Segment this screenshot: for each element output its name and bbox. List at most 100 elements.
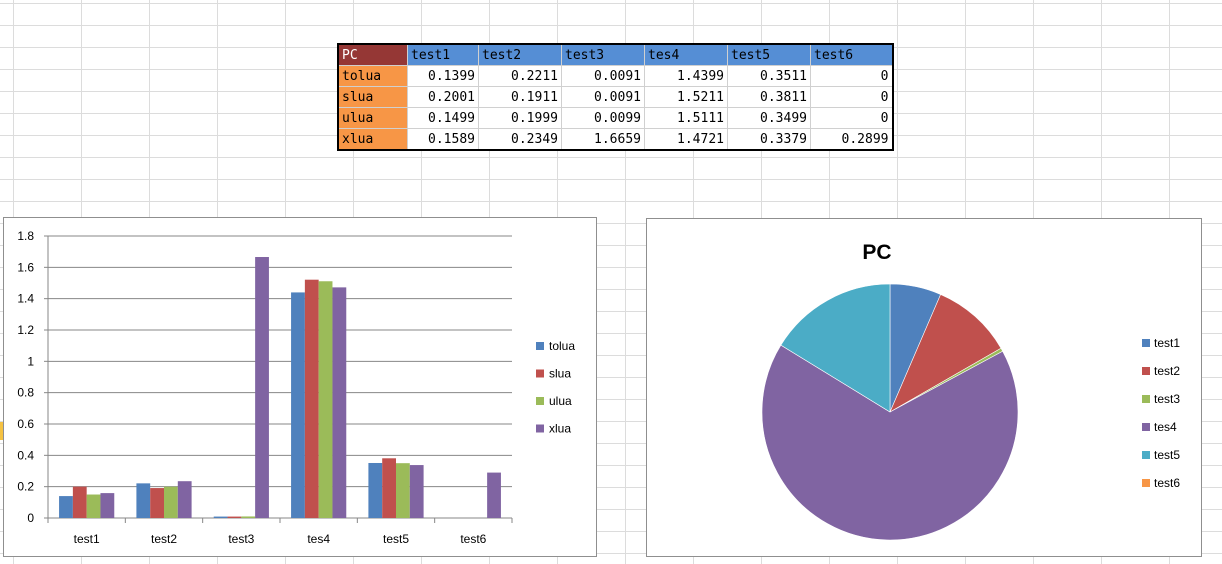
pie-chart-title: PC bbox=[862, 241, 891, 264]
table-header-cell[interactable]: tes4 bbox=[644, 43, 728, 66]
y-tick-label: 1.2 bbox=[17, 323, 34, 337]
x-tick-label: test3 bbox=[228, 532, 254, 546]
data-table: PC test1 test2 test3 tes4 test5 test6 to… bbox=[337, 43, 894, 151]
legend-label-xlua[interactable]: xlua bbox=[549, 422, 571, 436]
table-cell[interactable]: 1.6659 bbox=[561, 128, 645, 151]
bar-tolua-test1[interactable] bbox=[59, 496, 73, 518]
bar-ulua-test2[interactable] bbox=[164, 486, 178, 518]
table-cell[interactable]: 1.4399 bbox=[644, 65, 728, 87]
table-cell[interactable]: 1.5111 bbox=[644, 107, 728, 129]
table-cell[interactable]: 0.1399 bbox=[407, 65, 479, 87]
legend-swatch-xlua bbox=[536, 424, 544, 433]
bar-ulua-tes4[interactable] bbox=[318, 281, 333, 518]
bar-tolua-tes4[interactable] bbox=[291, 292, 305, 518]
table-cell[interactable]: 0.0099 bbox=[561, 107, 645, 129]
y-tick-label: 1.4 bbox=[17, 292, 34, 306]
x-tick-label: test2 bbox=[151, 532, 177, 546]
x-tick-label: test1 bbox=[74, 532, 100, 546]
table-cell[interactable]: 0.3499 bbox=[727, 107, 811, 129]
table-header-cell[interactable]: test5 bbox=[727, 43, 811, 66]
bar-xlua-test1[interactable] bbox=[100, 493, 115, 518]
table-cell[interactable]: 0.1499 bbox=[407, 107, 479, 129]
table-row-header[interactable]: tolua bbox=[337, 65, 408, 87]
bar-slua-test5[interactable] bbox=[382, 458, 396, 518]
pie-legend-swatch-test1 bbox=[1142, 339, 1150, 347]
y-tick-label: 0.8 bbox=[17, 386, 34, 400]
table-cell[interactable]: 0.0091 bbox=[561, 86, 645, 108]
pie-legend-label-tes4[interactable]: tes4 bbox=[1154, 420, 1177, 434]
bar-slua-test3[interactable] bbox=[227, 516, 242, 518]
bar-xlua-test2[interactable] bbox=[177, 481, 192, 518]
legend-label-ulua[interactable]: ulua bbox=[549, 394, 572, 408]
table-cell[interactable]: 0 bbox=[810, 65, 893, 87]
table-cell[interactable]: 0 bbox=[810, 86, 893, 108]
x-tick-label: test5 bbox=[383, 532, 409, 546]
pie-chart[interactable]: PC test1 test2 test3 tes4 test5 test6 bbox=[646, 218, 1202, 557]
table-cell[interactable]: 0.2899 bbox=[810, 128, 893, 151]
table-corner-cell[interactable]: PC bbox=[337, 43, 408, 66]
y-tick-label: 1.8 bbox=[17, 229, 34, 243]
bar-ulua-test1[interactable] bbox=[86, 494, 101, 518]
y-tick-label: 0.6 bbox=[17, 417, 34, 431]
y-tick-label: 0.2 bbox=[17, 480, 34, 494]
bar-tolua-test5[interactable] bbox=[368, 462, 383, 518]
pie-legend-label-test6[interactable]: test6 bbox=[1154, 476, 1180, 490]
bar-xlua-tes4[interactable] bbox=[332, 287, 347, 518]
sheet-marker bbox=[0, 422, 3, 440]
table-cell[interactable]: 1.5211 bbox=[644, 86, 728, 108]
table-cell[interactable]: 0.2211 bbox=[478, 65, 562, 87]
table-header-cell[interactable]: test6 bbox=[810, 43, 893, 66]
bar-slua-test1[interactable] bbox=[72, 486, 87, 518]
bar-slua-test2[interactable] bbox=[150, 488, 164, 518]
table-cell[interactable]: 0.3511 bbox=[727, 65, 811, 87]
table-cell[interactable]: 0.1589 bbox=[407, 128, 479, 151]
table-cell[interactable]: 0 bbox=[810, 107, 893, 129]
table-row-header[interactable]: xlua bbox=[337, 128, 408, 151]
legend-swatch-slua bbox=[536, 369, 544, 378]
y-tick-label: 0 bbox=[27, 511, 34, 525]
bar-chart[interactable]: 0 0.2 0.4 0.6 0.8 1 1.2 1.4 1.6 1.8 test1 test2 test… bbox=[3, 217, 597, 557]
table-cell[interactable]: 0.0091 bbox=[561, 65, 645, 87]
table-cell[interactable]: 1.4721 bbox=[644, 128, 728, 151]
pie-legend-swatch-test3 bbox=[1142, 395, 1150, 403]
table-header-cell[interactable]: test2 bbox=[478, 43, 562, 66]
bar-ulua-test3[interactable] bbox=[241, 516, 256, 518]
pie-chart-canvas: PC test1 test2 test3 tes4 test5 test6 bbox=[761, 241, 1180, 541]
bar-tolua-test2[interactable] bbox=[136, 483, 151, 518]
pie-legend-label-test1[interactable]: test1 bbox=[1154, 336, 1180, 350]
pie-legend-swatch-test6 bbox=[1142, 479, 1150, 487]
table-cell[interactable]: 0.1999 bbox=[478, 107, 562, 129]
legend-label-slua[interactable]: slua bbox=[549, 367, 571, 381]
bar-slua-tes4[interactable] bbox=[304, 279, 319, 518]
table-cell[interactable]: 0.3379 bbox=[727, 128, 811, 151]
table-row: ulua 0.1499 0.1999 0.0099 1.5111 0.3499 … bbox=[337, 107, 893, 129]
table-row-header[interactable]: ulua bbox=[337, 107, 408, 129]
bar-tolua-test3[interactable] bbox=[213, 516, 228, 518]
pie-slice-tes4[interactable] bbox=[761, 344, 1019, 541]
pie-legend-label-test2[interactable]: test2 bbox=[1154, 364, 1180, 378]
table-cell[interactable]: 0.3811 bbox=[727, 86, 811, 108]
table-cell[interactable]: 0.2349 bbox=[478, 128, 562, 151]
bar-xlua-test6[interactable] bbox=[487, 472, 501, 518]
x-tick-label: tes4 bbox=[307, 532, 330, 546]
legend-label-tolua[interactable]: tolua bbox=[549, 339, 575, 353]
bar-ulua-test5[interactable] bbox=[396, 463, 410, 518]
pie-slice-test2[interactable] bbox=[889, 294, 1002, 413]
table-row: xlua 0.1589 0.2349 1.6659 1.4721 0.3379 … bbox=[337, 128, 893, 151]
table-header-cell[interactable]: test3 bbox=[561, 43, 645, 66]
table-cell[interactable]: 0.2001 bbox=[407, 86, 479, 108]
table-row: slua 0.2001 0.1911 0.0091 1.5211 0.3811 … bbox=[337, 86, 893, 108]
table-cell[interactable]: 0.1911 bbox=[478, 86, 562, 108]
y-tick-label: 1.6 bbox=[17, 260, 34, 274]
bar-xlua-test3[interactable] bbox=[255, 257, 269, 518]
pie-legend-swatch-test5 bbox=[1142, 451, 1150, 459]
table-row-header[interactable]: slua bbox=[337, 86, 408, 108]
pie-legend-label-test5[interactable]: test5 bbox=[1154, 448, 1180, 462]
pie-legend-label-test3[interactable]: test3 bbox=[1154, 392, 1180, 406]
pie-legend-swatch-tes4 bbox=[1142, 423, 1150, 431]
table-header-cell[interactable]: test1 bbox=[407, 43, 479, 66]
pie-legend-swatch-test2 bbox=[1142, 367, 1150, 375]
bar-xlua-test5[interactable] bbox=[409, 465, 424, 518]
pie-slice-test5[interactable] bbox=[780, 283, 891, 413]
bar-chart-canvas: 0 0.2 0.4 0.6 0.8 1 1.2 1.4 1.6 1.8 test1 test2 test… bbox=[17, 229, 575, 546]
